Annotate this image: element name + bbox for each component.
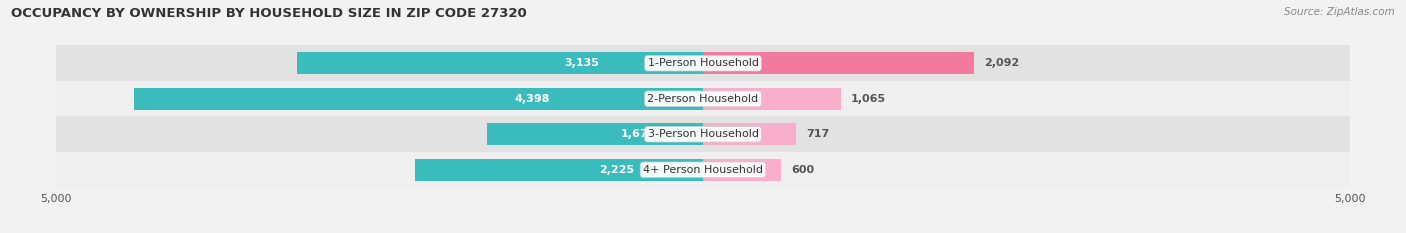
Text: 2,092: 2,092 [984, 58, 1019, 68]
Bar [486, 123, 703, 145]
Bar [415, 159, 703, 181]
Text: 717: 717 [806, 129, 830, 139]
Bar [56, 152, 1350, 188]
Text: 1-Person Household: 1-Person Household [648, 58, 758, 68]
Bar [56, 116, 1350, 152]
Text: 3-Person Household: 3-Person Household [648, 129, 758, 139]
Bar [703, 52, 973, 74]
Bar [56, 81, 1350, 116]
Bar [134, 88, 703, 110]
Text: OCCUPANCY BY OWNERSHIP BY HOUSEHOLD SIZE IN ZIP CODE 27320: OCCUPANCY BY OWNERSHIP BY HOUSEHOLD SIZE… [11, 7, 527, 20]
Text: Source: ZipAtlas.com: Source: ZipAtlas.com [1284, 7, 1395, 17]
Text: 1,672: 1,672 [620, 129, 655, 139]
Text: 600: 600 [792, 165, 814, 175]
Text: 3,135: 3,135 [564, 58, 599, 68]
Bar [56, 45, 1350, 81]
Bar [298, 52, 703, 74]
Bar [703, 159, 780, 181]
Bar [703, 123, 796, 145]
Text: 2,225: 2,225 [599, 165, 634, 175]
Text: 1,065: 1,065 [851, 94, 886, 104]
Bar [703, 88, 841, 110]
Text: 2-Person Household: 2-Person Household [647, 94, 759, 104]
Text: 4+ Person Household: 4+ Person Household [643, 165, 763, 175]
Text: 4,398: 4,398 [515, 94, 550, 104]
